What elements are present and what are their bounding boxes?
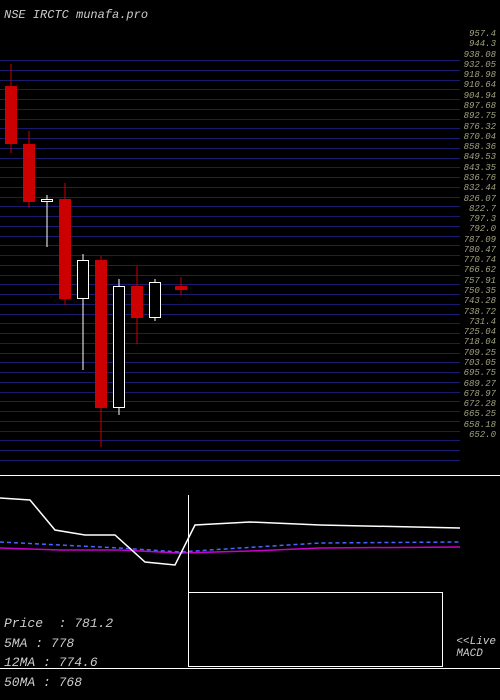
annotation-box (188, 592, 443, 667)
chart-title: NSE IRCTC munafa.pro (4, 8, 148, 22)
macd-panel (0, 480, 500, 600)
price-label: Price (4, 616, 43, 631)
candlestick-chart (0, 25, 460, 465)
ma12-row: 12MA : 774.6 (4, 653, 113, 673)
y-axis-labels: 957.4944.3938.08932.05918.98910.64904.94… (456, 30, 496, 440)
price-row: Price : 781.2 (4, 614, 113, 634)
macd-label: MACD (456, 648, 496, 660)
candlestick-layer (0, 60, 460, 460)
price-value: : 781.2 (59, 616, 114, 631)
ma50-row: 50MA : 768 (4, 673, 113, 693)
ma5-row: 5MA : 778 (4, 634, 113, 654)
chart-divider-1 (0, 475, 500, 476)
live-label: <<Live (456, 636, 496, 648)
annotation-vline (188, 495, 189, 592)
live-macd-label: <<Live MACD (456, 636, 496, 660)
info-panel: Price : 781.2 5MA : 778 12MA : 774.6 50M… (4, 614, 113, 692)
